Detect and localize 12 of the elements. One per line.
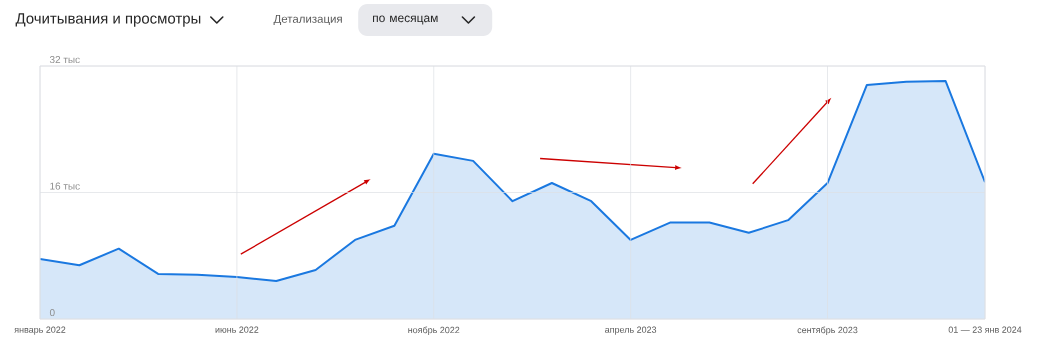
x-tick-label: ноябрь 2022 [408, 326, 460, 335]
y-tick-label: 16 тыс [50, 182, 80, 190]
x-tick-label: сентябрь 2023 [797, 326, 858, 335]
x-tick-label: 01 — 23 янв 2024 [948, 326, 1022, 333]
y-tick-label: 0 [49, 309, 55, 317]
y-tick-label: 32 тыс [49, 56, 80, 64]
text: по месяцам [373, 15, 438, 25]
x-tick-label: январь 2022 [14, 326, 66, 335]
chart-title: Дочитывания и просмотры [15, 13, 201, 27]
text: Детализация [273, 14, 342, 26]
x-tick-label: апрель 2023 [605, 326, 657, 335]
x-tick-label: июнь 2022 [215, 326, 259, 333]
